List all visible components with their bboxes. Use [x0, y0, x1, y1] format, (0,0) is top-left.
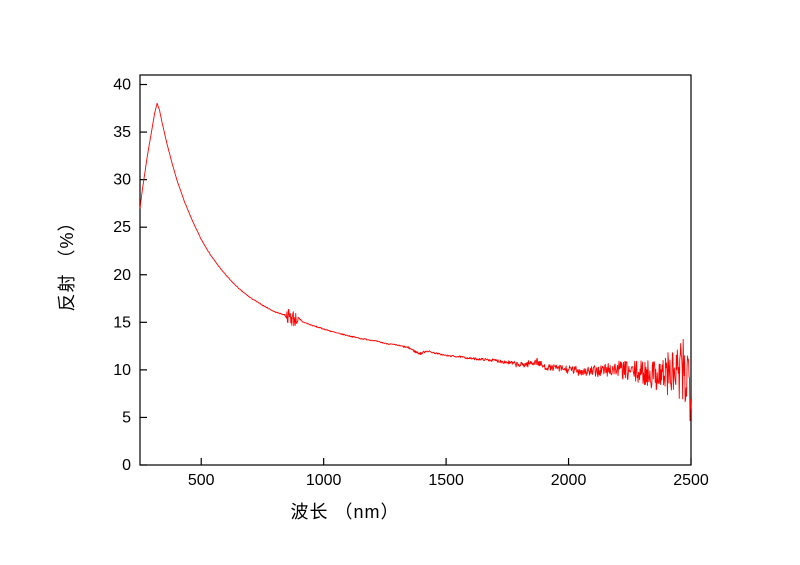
y-tick-label: 20 — [113, 267, 131, 284]
plot-border — [139, 74, 692, 466]
x-tick-label: 2000 — [551, 472, 587, 489]
y-tick-label: 30 — [113, 172, 131, 189]
x-tick-label: 1500 — [428, 472, 464, 489]
y-tick-label: 10 — [113, 362, 131, 379]
y-axis-label: 反射 （%） — [57, 212, 77, 312]
y-tick-label: 35 — [113, 124, 131, 141]
x-tick-label: 1000 — [306, 472, 342, 489]
y-tick-label: 5 — [122, 409, 131, 426]
y-tick-label: 0 — [122, 457, 131, 474]
y-tick-label: 25 — [113, 219, 131, 236]
x-tick-label: 2500 — [673, 472, 709, 489]
y-tick-label: 40 — [113, 77, 131, 94]
x-axis-label: 波长 （nm） — [290, 502, 400, 522]
y-tick-label: 15 — [113, 314, 131, 331]
x-tick-label: 500 — [188, 472, 215, 489]
spectrum-line — [139, 102, 692, 422]
